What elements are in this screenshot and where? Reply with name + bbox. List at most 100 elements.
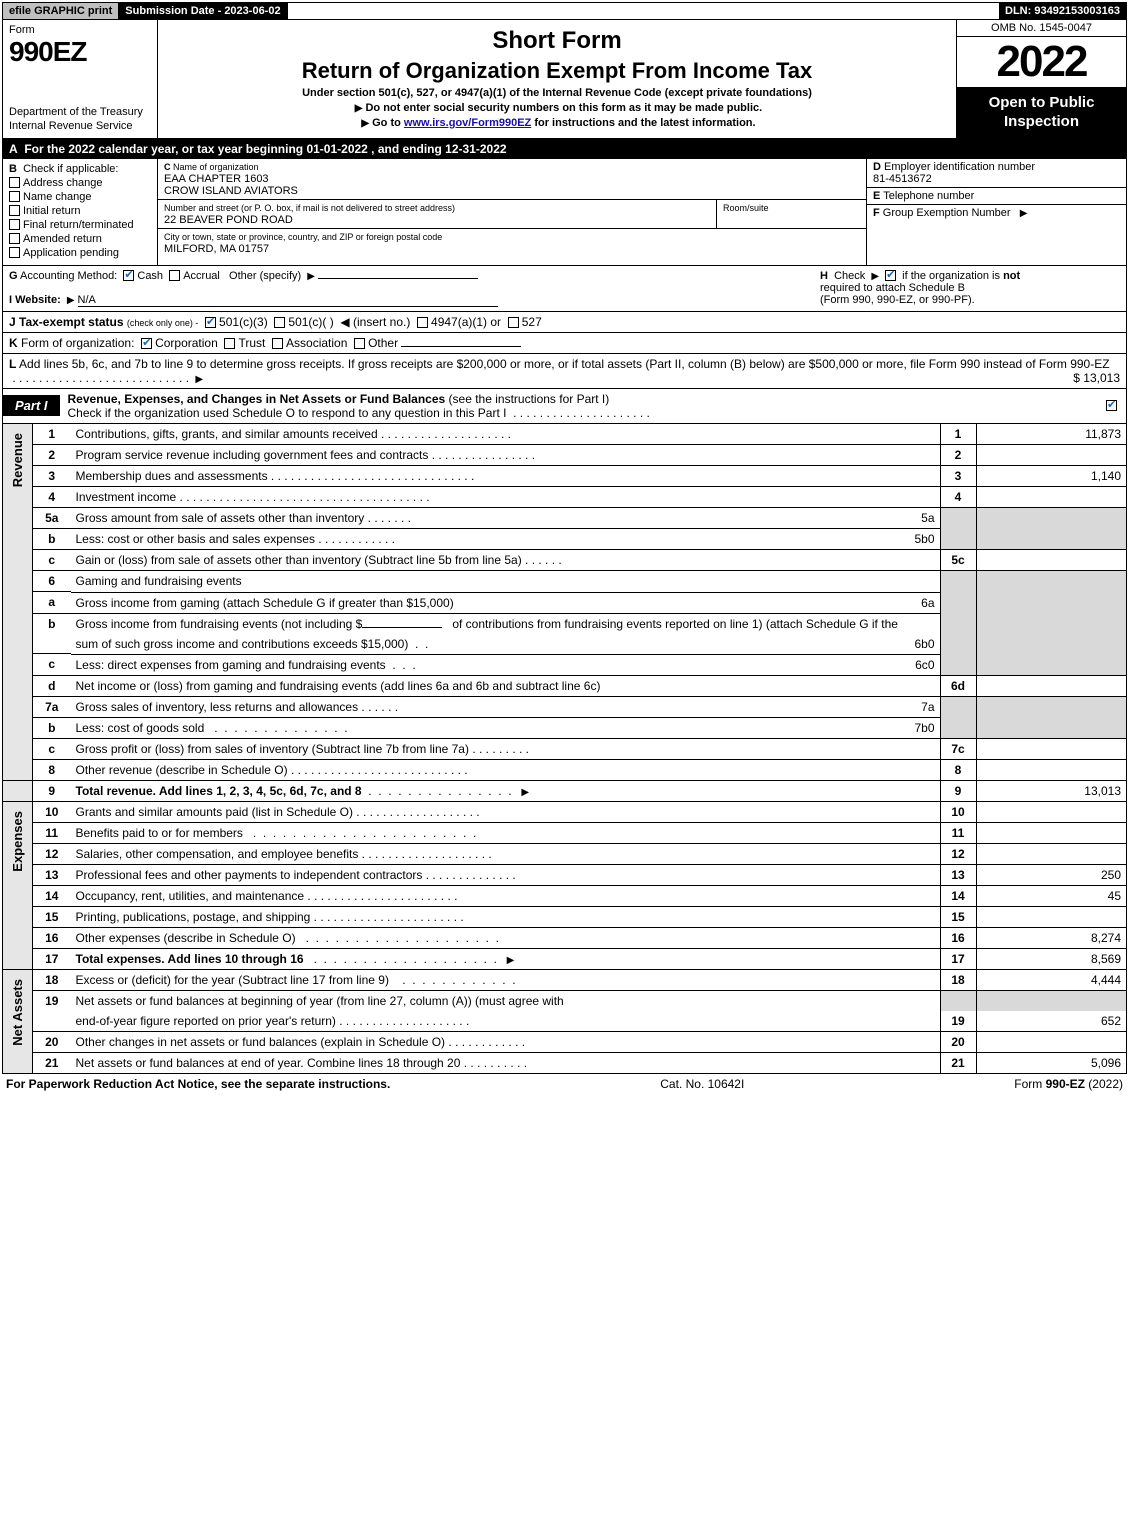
col-c: C Name of organization EAA CHAPTER 1603 … bbox=[158, 159, 866, 265]
chk-trust[interactable] bbox=[224, 338, 235, 349]
line-6: 6Gaming and fundraising events bbox=[3, 571, 1126, 592]
chk-527[interactable] bbox=[508, 317, 519, 328]
chk-501c3[interactable] bbox=[205, 317, 216, 328]
line-9: 9Total revenue. Add lines 1, 2, 3, 4, 5c… bbox=[3, 781, 1126, 802]
line-14: 14Occupancy, rent, utilities, and mainte… bbox=[3, 886, 1126, 907]
goto-line: Go to www.irs.gov/Form990EZ for instruct… bbox=[166, 117, 948, 129]
form-word: Form bbox=[9, 24, 151, 36]
line-4: 4Investment income . . . . . . . . . . .… bbox=[3, 486, 1126, 507]
dln: DLN: 93492153003163 bbox=[999, 3, 1126, 19]
open-to-public: Open to Public Inspection bbox=[957, 88, 1126, 138]
submission-date: Submission Date - 2023-06-02 bbox=[119, 3, 287, 19]
line-19-2: end-of-year figure reported on prior yea… bbox=[3, 1011, 1126, 1032]
chk-schedule-b[interactable] bbox=[885, 270, 896, 281]
irs-link[interactable]: www.irs.gov/Form990EZ bbox=[404, 117, 531, 129]
line-3: 3Membership dues and assessments . . . .… bbox=[3, 465, 1126, 486]
footer: For Paperwork Reduction Act Notice, see … bbox=[2, 1074, 1127, 1091]
department: Department of the Treasury Internal Reve… bbox=[9, 106, 151, 134]
efile-print-button[interactable]: efile GRAPHIC print bbox=[3, 3, 119, 19]
chk-accrual[interactable] bbox=[169, 270, 180, 281]
line-5a: 5a Gross amount from sale of assets othe… bbox=[3, 507, 1126, 528]
line-12: 12Salaries, other compensation, and empl… bbox=[3, 844, 1126, 865]
line-6d: dNet income or (loss) from gaming and fu… bbox=[3, 675, 1126, 696]
tax-year: 2022 bbox=[957, 37, 1126, 88]
line-7b-value: 0 bbox=[928, 721, 935, 735]
chk-final-return[interactable]: Final return/terminated bbox=[9, 219, 151, 231]
line-16: 16Other expenses (describe in Schedule O… bbox=[3, 928, 1126, 949]
netassets-side-label: Net Assets bbox=[8, 973, 27, 1052]
omb-number: OMB No. 1545-0047 bbox=[957, 20, 1126, 37]
line-14-value: 45 bbox=[976, 886, 1126, 907]
accounting-other-input[interactable] bbox=[318, 278, 478, 279]
line-11: 11Benefits paid to or for members . . . … bbox=[3, 823, 1126, 844]
form-ref: Form 990-EZ (2022) bbox=[1014, 1077, 1123, 1091]
line-2: 2Program service revenue including gover… bbox=[3, 444, 1126, 465]
form-header: Form 990EZ Department of the Treasury In… bbox=[2, 20, 1127, 139]
line-18: Net Assets 18Excess or (deficit) for the… bbox=[3, 970, 1126, 991]
col-def: D Employer identification number81-45136… bbox=[866, 159, 1126, 265]
line-17-value: 8,569 bbox=[976, 949, 1126, 970]
chk-amended-return[interactable]: Amended return bbox=[9, 233, 151, 245]
org-name-1: EAA CHAPTER 1603 bbox=[164, 173, 269, 185]
expenses-side-label: Expenses bbox=[8, 805, 27, 878]
header-right: OMB No. 1545-0047 2022 Open to Public In… bbox=[956, 20, 1126, 138]
line-21-value: 5,096 bbox=[976, 1053, 1126, 1074]
chk-association[interactable] bbox=[272, 338, 283, 349]
ssn-warning: Do not enter social security numbers on … bbox=[166, 102, 948, 114]
catalog-number: Cat. No. 10642I bbox=[660, 1077, 744, 1091]
line-18-value: 4,444 bbox=[976, 970, 1126, 991]
line-8: 8Other revenue (describe in Schedule O) … bbox=[3, 760, 1126, 781]
row-l: L Add lines 5b, 6c, and 7b to line 9 to … bbox=[3, 353, 1126, 388]
line-19-value: 652 bbox=[976, 1011, 1126, 1032]
chk-name-change[interactable]: Name change bbox=[9, 191, 151, 203]
chk-4947a1[interactable] bbox=[417, 317, 428, 328]
part-i-tab: Part I bbox=[3, 395, 60, 416]
chk-application-pending[interactable]: Application pending bbox=[9, 247, 151, 259]
line-1-value: 11,873 bbox=[976, 423, 1126, 444]
section-h: H Check if the organization is not requi… bbox=[820, 270, 1120, 307]
header-left: Form 990EZ Department of the Treasury In… bbox=[3, 20, 158, 138]
part-i-header: Part I Revenue, Expenses, and Changes in… bbox=[3, 388, 1126, 423]
line-10: Expenses 10Grants and similar amounts pa… bbox=[3, 802, 1126, 823]
line-17: 17Total expenses. Add lines 10 through 1… bbox=[3, 949, 1126, 970]
lines-table: Revenue 1 Contributions, gifts, grants, … bbox=[3, 423, 1126, 1074]
row-k: K Form of organization: Corporation Trus… bbox=[3, 332, 1126, 353]
line-16-value: 8,274 bbox=[976, 928, 1126, 949]
line-5b-value: 0 bbox=[928, 532, 935, 546]
chk-501c[interactable] bbox=[274, 317, 285, 328]
line-13: 13Professional fees and other payments t… bbox=[3, 865, 1126, 886]
line-7c: cGross profit or (loss) from sales of in… bbox=[3, 739, 1126, 760]
line-6b-value: 0 bbox=[928, 637, 935, 651]
line-13-value: 250 bbox=[976, 865, 1126, 886]
revenue-side-label: Revenue bbox=[8, 427, 27, 493]
gross-receipts: $ 13,013 bbox=[1073, 371, 1120, 385]
ein: 81-4513672 bbox=[873, 173, 932, 185]
chk-corporation[interactable] bbox=[141, 338, 152, 349]
line-6c-value: 0 bbox=[928, 658, 935, 672]
line-9-value: 13,013 bbox=[976, 781, 1126, 802]
row-g-h: G Accounting Method: Cash Accrual Other … bbox=[3, 265, 1126, 311]
street-address: 22 BEAVER POND ROAD bbox=[164, 214, 293, 226]
paperwork-notice: For Paperwork Reduction Act Notice, see … bbox=[6, 1077, 390, 1091]
city-state-zip: MILFORD, MA 01757 bbox=[164, 243, 269, 255]
line-1: Revenue 1 Contributions, gifts, grants, … bbox=[3, 423, 1126, 444]
chk-initial-return[interactable]: Initial return bbox=[9, 205, 151, 217]
chk-schedule-o-parti[interactable] bbox=[1106, 400, 1117, 411]
chk-other-org[interactable] bbox=[354, 338, 365, 349]
section-bcdef: B Check if applicable: Address change Na… bbox=[3, 159, 1126, 265]
row-a-taxyear: A For the 2022 calendar year, or tax yea… bbox=[2, 139, 1127, 159]
form-number: 990EZ bbox=[9, 36, 151, 68]
line-7a: 7a Gross sales of inventory, less return… bbox=[3, 696, 1126, 717]
header-mid: Short Form Return of Organization Exempt… bbox=[158, 20, 956, 138]
line-15: 15Printing, publications, postage, and s… bbox=[3, 907, 1126, 928]
chk-cash[interactable] bbox=[123, 270, 134, 281]
title-2: Return of Organization Exempt From Incom… bbox=[166, 58, 948, 84]
top-bar: efile GRAPHIC print Submission Date - 20… bbox=[2, 2, 1127, 20]
line-19-1: 19Net assets or fund balances at beginni… bbox=[3, 991, 1126, 1012]
website-input[interactable]: N/A bbox=[78, 294, 498, 307]
chk-address-change[interactable]: Address change bbox=[9, 177, 151, 189]
row-j: J Tax-exempt status (check only one) - 5… bbox=[3, 311, 1126, 332]
line-5c: cGain or (loss) from sale of assets othe… bbox=[3, 550, 1126, 571]
org-name-2: CROW ISLAND AVIATORS bbox=[164, 185, 298, 197]
line-20: 20Other changes in net assets or fund ba… bbox=[3, 1032, 1126, 1053]
